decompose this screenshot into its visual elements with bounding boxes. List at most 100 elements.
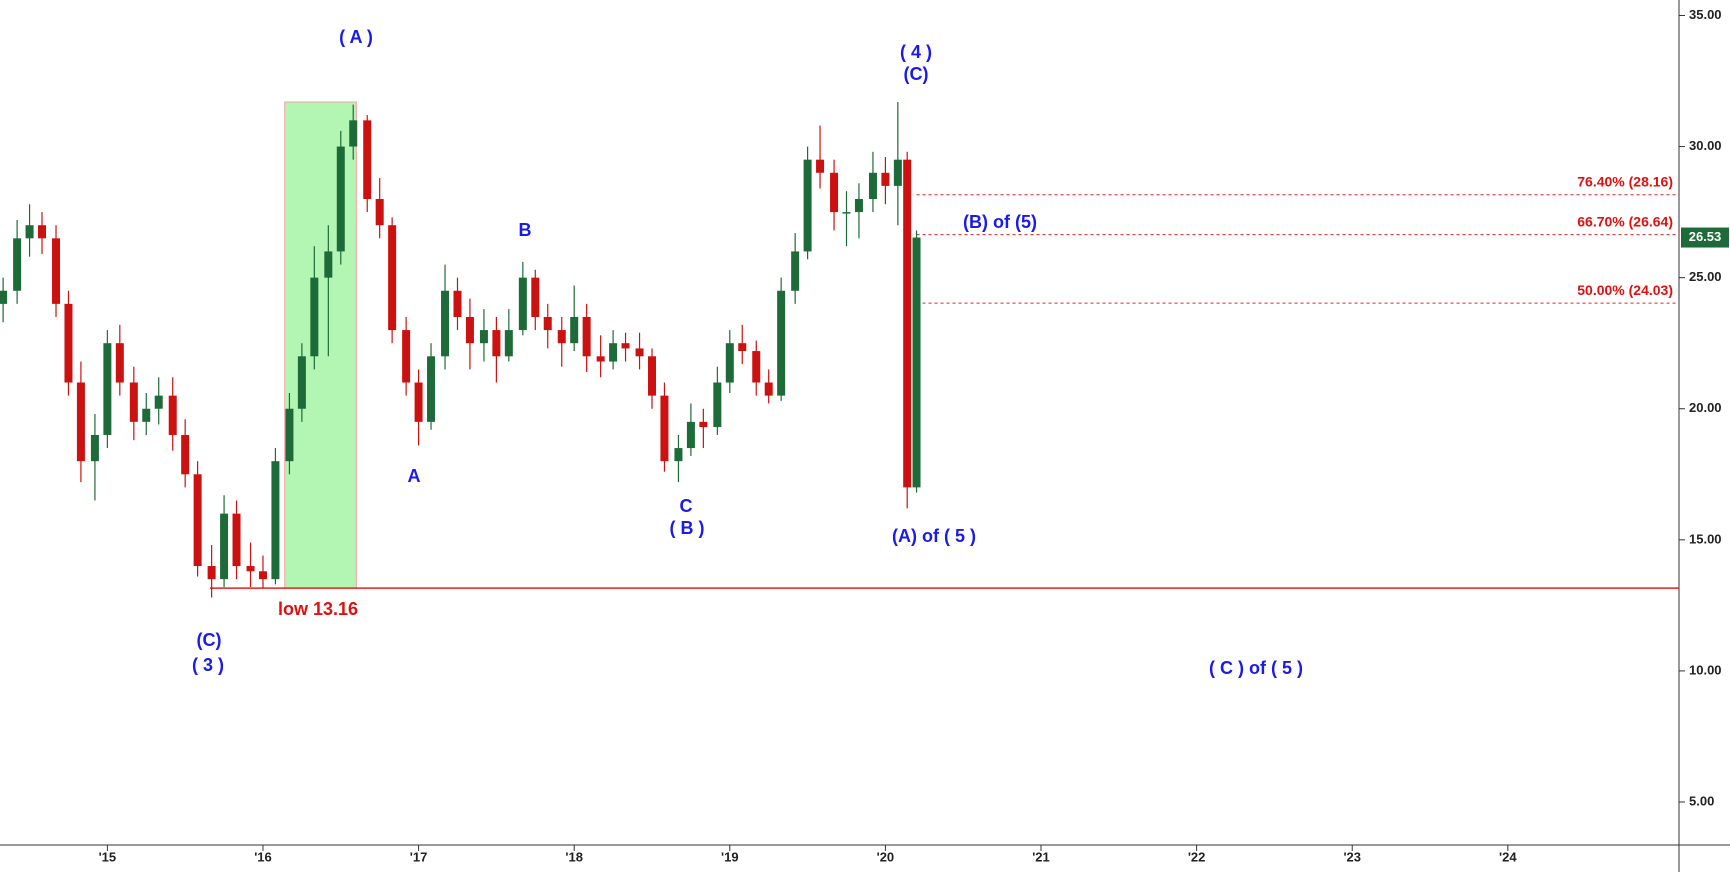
candle-body [271, 461, 280, 580]
x-tick-label: '22 [1188, 849, 1206, 864]
candle-body [388, 225, 397, 331]
candle-body [465, 316, 474, 344]
candle-body [803, 159, 812, 252]
candle-body [504, 330, 513, 357]
wave-label: ( C ) of ( 5 ) [1209, 658, 1303, 678]
candle-body [854, 198, 863, 213]
candle-body [791, 251, 800, 291]
candle-body [868, 172, 877, 199]
candle-body [903, 159, 912, 488]
fib-label: 66.70% (26.64) [1577, 213, 1673, 229]
candle-body [25, 225, 34, 239]
candle-body [0, 290, 8, 304]
candle-body [660, 395, 669, 462]
candle-body [725, 343, 734, 383]
wave-label: (B) of (5) [963, 212, 1037, 232]
candle-body [582, 316, 591, 357]
candle-body [674, 448, 683, 462]
candle-body [738, 343, 747, 352]
y-tick-label: 20.00 [1689, 400, 1722, 415]
candle-body [596, 356, 605, 362]
candle-body [349, 120, 358, 147]
y-tick-label: 30.00 [1689, 138, 1722, 153]
x-tick-label: '15 [99, 849, 117, 864]
y-tick-label: 15.00 [1689, 531, 1722, 546]
candle-body [543, 316, 552, 331]
y-tick-label: 10.00 [1689, 662, 1722, 677]
last-price-tag [1681, 227, 1729, 248]
wave-label: ( B ) [670, 518, 705, 538]
candle-body [699, 421, 708, 428]
fib-label: 50.00% (24.03) [1577, 282, 1673, 298]
candle-body [518, 277, 527, 331]
wave-label: B [519, 220, 532, 240]
y-tick-label: 5.00 [1689, 793, 1714, 808]
candle-body [492, 330, 501, 357]
candle-body [246, 566, 255, 572]
x-tick-label: '20 [877, 849, 895, 864]
wave-label: A [408, 466, 421, 486]
support-label: low 13.16 [278, 599, 358, 619]
candle-body [647, 356, 656, 396]
candle-body [115, 343, 124, 383]
wave-label: (C) [197, 630, 222, 650]
y-tick-label: 35.00 [1689, 7, 1722, 22]
candle-body [336, 146, 345, 252]
candle-body [752, 351, 761, 383]
highlight-zone [284, 101, 357, 589]
candle-body [453, 290, 462, 317]
last-price-label: 26.53 [1689, 229, 1722, 244]
candle-body [441, 290, 450, 357]
candle-body [103, 343, 112, 435]
fib-label: 76.40% (28.16) [1577, 174, 1673, 190]
wave-label: ( 3 ) [192, 655, 224, 675]
candle-body [154, 395, 163, 409]
wave-label: C [680, 496, 693, 516]
candle-body [220, 513, 229, 580]
candle-body [310, 277, 319, 357]
candle-body [76, 382, 85, 462]
y-tick-label: 25.00 [1689, 269, 1722, 284]
candle-body [893, 159, 902, 186]
candle-body [90, 434, 99, 462]
candle-body [142, 408, 151, 422]
x-tick-label: '17 [410, 849, 428, 864]
candle-body [363, 120, 372, 199]
candle-body [427, 356, 436, 422]
candle-body [635, 348, 644, 357]
candle-body [64, 303, 73, 383]
candle-body [38, 225, 47, 239]
candle-body [912, 237, 921, 488]
candle-body [881, 172, 890, 186]
candle-body [129, 382, 138, 422]
candle-body [713, 382, 722, 428]
candle-body [816, 159, 825, 173]
candle-body [13, 238, 22, 291]
candle-body [258, 571, 267, 580]
candle-body [297, 356, 306, 409]
candle-body [777, 290, 786, 396]
wave-label: ( 4 ) [900, 42, 932, 62]
candle-body [168, 395, 177, 435]
x-tick-label: '23 [1343, 849, 1361, 864]
candle-body [557, 330, 566, 344]
x-tick-label: '21 [1032, 849, 1050, 864]
candle-body [285, 408, 294, 462]
candle-body [193, 474, 202, 567]
x-tick-label: '24 [1499, 849, 1517, 864]
candle-body [375, 198, 384, 226]
candle-body [609, 343, 618, 362]
candle-body [181, 434, 190, 475]
x-tick-label: '16 [254, 849, 272, 864]
candle-body [402, 330, 411, 383]
candle-body [842, 212, 851, 214]
candle-body [570, 316, 579, 344]
candle-body [686, 421, 695, 449]
wave-label: (A) of ( 5 ) [892, 526, 976, 546]
candle-body [531, 277, 540, 317]
wave-label: (C) [904, 64, 929, 84]
candle-body [232, 513, 241, 567]
candle-body [621, 343, 630, 349]
